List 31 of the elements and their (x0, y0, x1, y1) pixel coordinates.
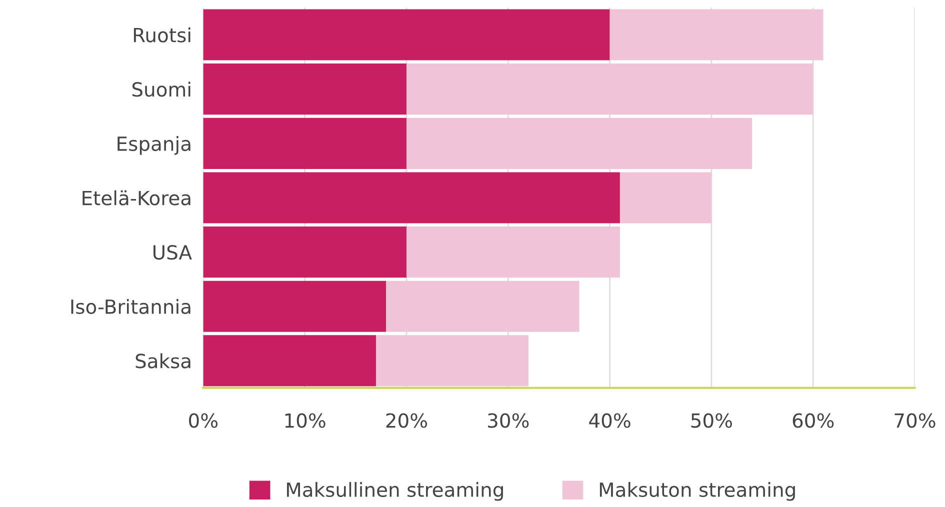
x-tick-label: 20% (386, 413, 428, 428)
bar (406, 64, 814, 115)
legend-label: Maksullinen streaming (287, 482, 503, 501)
bar (203, 118, 406, 169)
x-tick-label: 40% (589, 413, 630, 428)
bar (610, 9, 824, 60)
x-tick-label: 60% (792, 413, 834, 428)
bar (620, 172, 712, 224)
y-tick-label: Iso-Britannia (71, 298, 190, 314)
legend-label: Maksuton streaming (600, 482, 795, 501)
x-tick-label: 0% (189, 413, 218, 428)
bar (203, 280, 386, 332)
bar (203, 226, 406, 278)
bar (203, 172, 620, 224)
x-tick-label: 10% (285, 413, 326, 428)
x-tick-label: 70% (894, 413, 936, 428)
y-tick-label: Ruotsi (134, 27, 190, 42)
y-tick-label: Saksa (136, 353, 190, 368)
bar (406, 226, 620, 278)
y-tick-label: Espanja (118, 136, 190, 155)
bar (203, 64, 406, 115)
x-tick-label: 30% (488, 413, 529, 428)
bar (376, 335, 528, 386)
y-tick-label: Etelä-Korea (82, 190, 190, 206)
bar (386, 280, 580, 332)
x-tick-label: 50% (691, 413, 732, 428)
y-tick-label: USA (154, 245, 192, 260)
y-tick-label: Suomi (132, 82, 190, 97)
bar (406, 118, 752, 169)
bar (203, 335, 376, 386)
bar (203, 9, 610, 60)
